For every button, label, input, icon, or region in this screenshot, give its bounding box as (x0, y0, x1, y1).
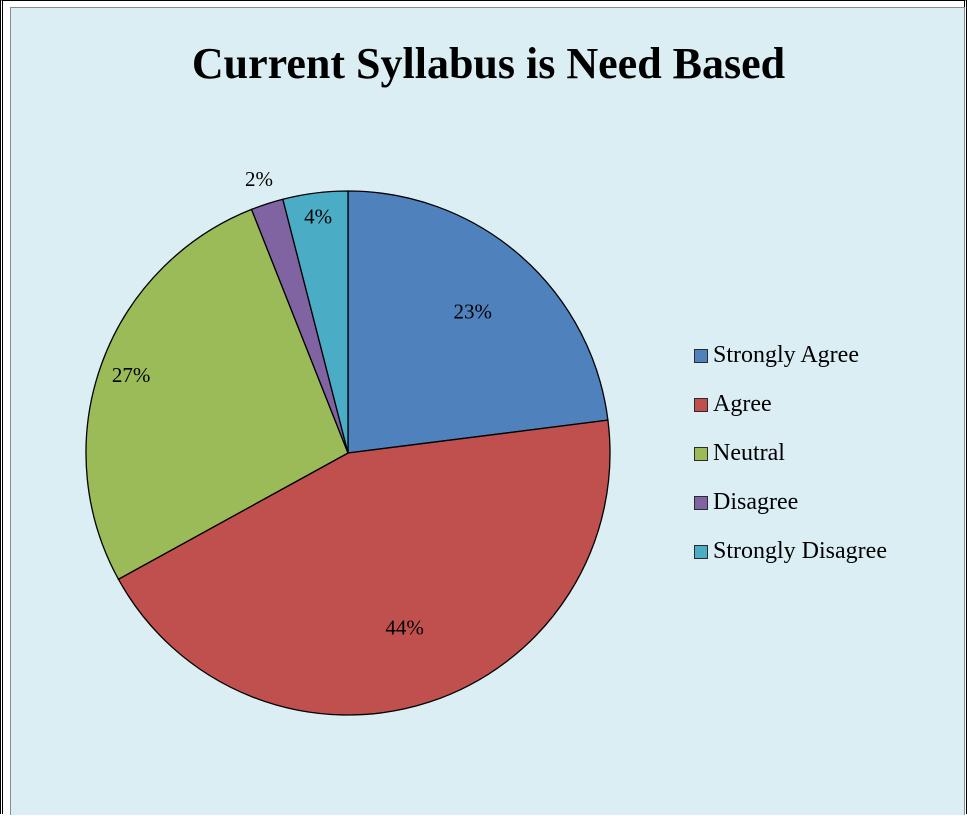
data-label-disagree: 2% (245, 167, 273, 191)
pie-slice-agree (117, 419, 611, 716)
legend-swatch-disagree (694, 495, 708, 510)
data-label-neutral: 27% (112, 363, 151, 387)
legend-item-neutral: Neutral (694, 436, 887, 471)
chart-title: Current Syllabus is Need Based (191, 39, 786, 88)
legend-swatch-strongly-disagree (694, 544, 708, 559)
legend-swatch-agree (694, 397, 708, 412)
pie-slice-neutral (85, 208, 349, 581)
legend-label-strongly-disagree: Strongly Disagree (713, 538, 887, 564)
pie-slice-strongly-disagree (282, 190, 349, 454)
legend-item-strongly-disagree: Strongly Disagree (694, 534, 887, 569)
legend-label-neutral: Neutral (713, 440, 785, 466)
data-label-strongly-disagree: 4% (304, 204, 332, 228)
legend-label-strongly-agree: Strongly Agree (713, 342, 859, 368)
legend-label-disagree: Disagree (713, 489, 799, 515)
legend-item-agree: Agree (694, 387, 887, 422)
data-label-strongly-agree: 23% (453, 299, 492, 323)
pie-chart: 23% 44% 27% 2% 4% (85, 167, 611, 716)
legend-item-strongly-agree: Strongly Agree (694, 338, 887, 373)
legend-swatch-strongly-agree (694, 348, 708, 363)
legend-label-agree: Agree (713, 391, 772, 417)
chart-legend: Strongly Agree Agree Neutral Disagree St… (694, 338, 887, 583)
legend-swatch-neutral (694, 446, 708, 461)
legend-item-disagree: Disagree (694, 485, 887, 520)
data-label-agree: 44% (385, 615, 424, 639)
chart-area: Current Syllabus is Need Based 23% 44% 27%… (10, 7, 965, 815)
pie-slice-strongly-agree (347, 190, 609, 454)
